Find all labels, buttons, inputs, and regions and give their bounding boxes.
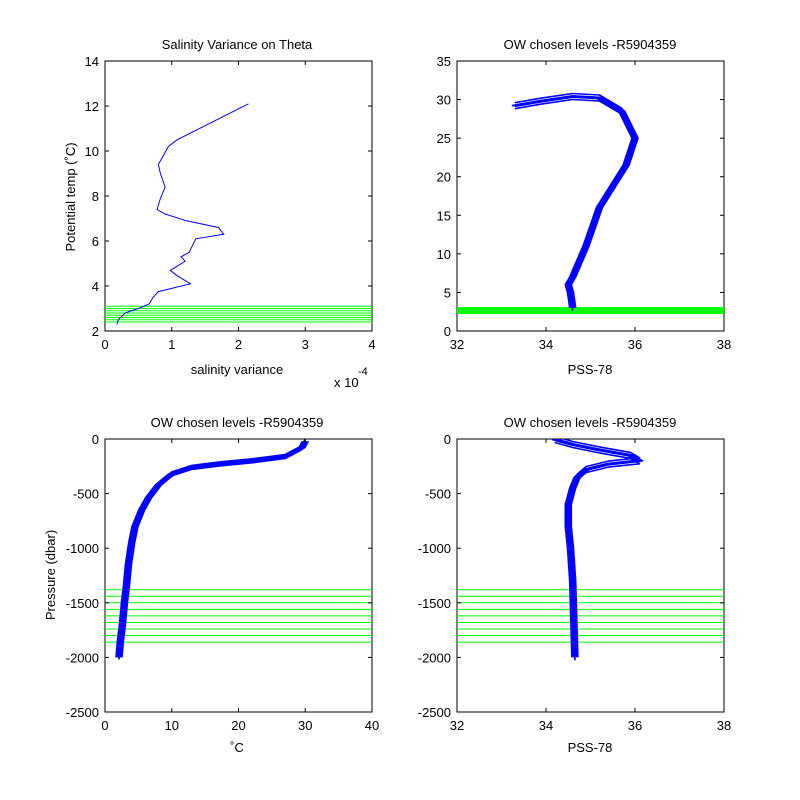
variance-x-tick-label: 2 <box>235 337 242 352</box>
salinity-pressure-y-tick-label: -1500 <box>418 596 451 611</box>
salinity-theta-reference-band <box>457 307 724 315</box>
temperature-pressure-x-tick-label: 10 <box>165 718 179 733</box>
variance-y-tick-label: 10 <box>85 144 99 159</box>
salinity-theta-y-tick-label: 25 <box>437 131 451 146</box>
variance-x-exponent-power: -4 <box>358 366 368 378</box>
temperature-pressure-y-tick-label: -2000 <box>66 650 99 665</box>
salinity-pressure-x-tick-label: 36 <box>628 718 642 733</box>
variance-plot-area <box>104 60 373 332</box>
salinity-theta-plot-area <box>456 60 725 332</box>
temperature-pressure-x-tick-label: 20 <box>231 718 245 733</box>
variance-x-tick-label: 1 <box>168 337 175 352</box>
temperature-pressure-x-tick-label: 30 <box>298 718 312 733</box>
variance-x-tick-label: 0 <box>101 337 108 352</box>
variance-y-tick-label: 8 <box>92 189 99 204</box>
salinity-pressure-y-tick-label: -2000 <box>418 650 451 665</box>
variance-panel: Salinity Variance on Theta salinity vari… <box>63 37 376 390</box>
temperature-pressure-profile-line <box>118 442 307 660</box>
salinity-pressure-y-tick-label: 0 <box>444 432 451 447</box>
temperature-pressure-x-tick-label: 40 <box>365 718 379 733</box>
temperature-pressure-x-tick-label: 0 <box>101 718 108 733</box>
salinity-theta-xlabel: PSS-78 <box>568 362 613 377</box>
temperature-pressure-ylabel: Pressure (dbar) <box>43 530 58 620</box>
salinity-theta-x-tick-label: 38 <box>717 337 731 352</box>
temperature-pressure-y-tick-label: -1500 <box>66 596 99 611</box>
variance-y-tick-label: 12 <box>85 99 99 114</box>
temperature-pressure-xlabel: ˚C <box>230 740 244 755</box>
salinity-pressure-plot-area <box>456 438 725 713</box>
temperature-pressure-y-tick-label: -1000 <box>66 541 99 556</box>
variance-xlabel: salinity variance <box>191 362 284 377</box>
variance-variance-line <box>116 103 249 325</box>
salinity-pressure-y-tick-label: -1000 <box>418 541 451 556</box>
salinity-pressure-x-tick-label: 38 <box>717 718 731 733</box>
temperature-pressure-profile-line <box>121 440 310 658</box>
variance-y-tick-label: 6 <box>92 234 99 249</box>
temperature-pressure-y-tick-label: -500 <box>73 487 99 502</box>
variance-x-exponent-label: x 10 <box>334 375 359 390</box>
variance-x-tick-label: 3 <box>302 337 309 352</box>
salinity-theta-panel: OW chosen levels -R5904359 PSS-78 32 34 36… <box>437 37 732 377</box>
salinity-theta-x-tick-label: 32 <box>450 337 464 352</box>
salinity-pressure-x-tick-label: 34 <box>539 718 553 733</box>
salinity-pressure-y-tick-label: -2500 <box>418 705 451 720</box>
salinity-theta-y-tick-label: 0 <box>444 324 451 339</box>
variance-y-tick-label: 4 <box>92 279 99 294</box>
salinity-theta-title: OW chosen levels -R5904359 <box>504 37 677 52</box>
salinity-pressure-panel: OW chosen levels -R5904359 PSS-78 32 34 36… <box>418 415 731 755</box>
variance-ylabel: Potential temp (˚C) <box>63 142 78 251</box>
variance-y-tick-label: 2 <box>92 324 99 339</box>
salinity-theta-x-tick-label: 36 <box>628 337 642 352</box>
salinity-theta-y-tick-label: 15 <box>437 208 451 223</box>
temperature-pressure-y-tick-label: -2500 <box>66 705 99 720</box>
salinity-theta-y-tick-label: 35 <box>437 54 451 69</box>
salinity-theta-y-tick-label: 20 <box>437 170 451 185</box>
salinity-pressure-xlabel: PSS-78 <box>568 740 613 755</box>
salinity-theta-x-tick-label: 34 <box>539 337 553 352</box>
salinity-theta-y-tick-label: 10 <box>437 247 451 262</box>
variance-title: Salinity Variance on Theta <box>162 37 313 52</box>
salinity-theta-y-tick-label: 5 <box>444 285 451 300</box>
salinity-pressure-profile-line <box>554 441 641 661</box>
salinity-pressure-title: OW chosen levels -R5904359 <box>504 415 677 430</box>
salinity-pressure-x-tick-label: 32 <box>450 718 464 733</box>
salinity-theta-profile-line <box>514 98 636 312</box>
temperature-pressure-title: OW chosen levels -R5904359 <box>151 415 324 430</box>
salinity-theta-profile-line <box>517 95 639 309</box>
variance-x-tick-label: 4 <box>368 337 375 352</box>
temperature-pressure-panel: OW chosen levels -R5904359 ˚C Pressure (… <box>43 415 379 755</box>
temperature-pressure-plot-area <box>104 438 373 713</box>
variance-y-tick-label: 14 <box>85 54 99 69</box>
salinity-pressure-y-tick-label: -500 <box>425 487 451 502</box>
salinity-theta-y-tick-label: 30 <box>437 93 451 108</box>
salinity-theta-profile-line <box>514 92 636 306</box>
temperature-pressure-y-tick-label: 0 <box>92 432 99 447</box>
